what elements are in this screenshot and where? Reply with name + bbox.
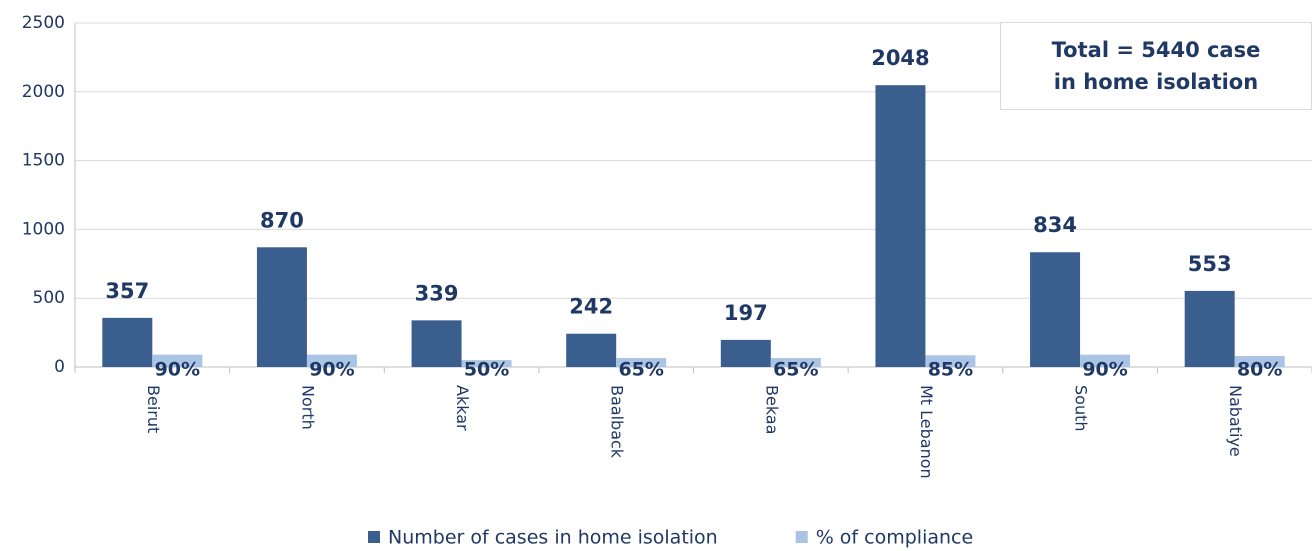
bar (875, 85, 926, 368)
data-label: 242 (569, 295, 613, 319)
data-label: 339 (415, 281, 459, 305)
bar (1080, 354, 1131, 367)
x-tick-label: Bekaa (762, 385, 781, 434)
legend-swatch (368, 531, 380, 543)
bar (306, 354, 357, 367)
data-label: 553 (1188, 252, 1232, 276)
legend-label: Number of cases in home isolation (388, 527, 718, 549)
bar (1234, 355, 1285, 367)
y-tick-label: 0 (54, 357, 65, 377)
data-label: 870 (260, 208, 304, 232)
bar (925, 355, 976, 367)
data-label: 65% (773, 359, 818, 381)
bar (616, 358, 667, 367)
legend-label: % of compliance (816, 527, 973, 549)
annotation: Total = 5440 case in home isolation (1000, 22, 1312, 110)
data-label: 90% (309, 359, 354, 381)
data-label: 80% (1237, 359, 1282, 381)
bar (1030, 252, 1081, 367)
bar (770, 358, 821, 367)
data-label: 197 (724, 301, 768, 325)
y-tick-label: 500 (33, 288, 65, 308)
y-tick-label: 1000 (22, 219, 65, 239)
data-label: 90% (1082, 359, 1127, 381)
x-tick-label: Akkar (453, 385, 472, 431)
x-tick-label: South (1072, 385, 1091, 432)
bar (566, 333, 617, 367)
data-label: 65% (618, 359, 663, 381)
x-tick-label: Baalback (608, 385, 627, 459)
y-tick-label: 2500 (22, 13, 65, 33)
x-tick-label: Beirut (144, 385, 163, 433)
data-label: 85% (928, 359, 973, 381)
bar (152, 354, 203, 367)
bar (411, 320, 462, 367)
data-label: 90% (155, 359, 200, 381)
x-tick-label: North (298, 385, 317, 430)
y-tick-label: 2000 (22, 82, 65, 102)
bar (102, 317, 153, 367)
data-label: 50% (464, 359, 509, 381)
bar (1184, 290, 1235, 367)
x-tick-label: Nabatiye (1226, 385, 1245, 457)
x-tick-label: Mt Lebanon (917, 385, 936, 479)
y-tick-label: 1500 (22, 151, 65, 171)
data-label: 834 (1033, 213, 1077, 237)
bar (461, 360, 512, 367)
data-label: 2048 (871, 46, 929, 70)
legend-swatch (795, 531, 808, 543)
bar (720, 339, 771, 367)
bar (256, 247, 307, 367)
data-label: 357 (105, 279, 149, 303)
